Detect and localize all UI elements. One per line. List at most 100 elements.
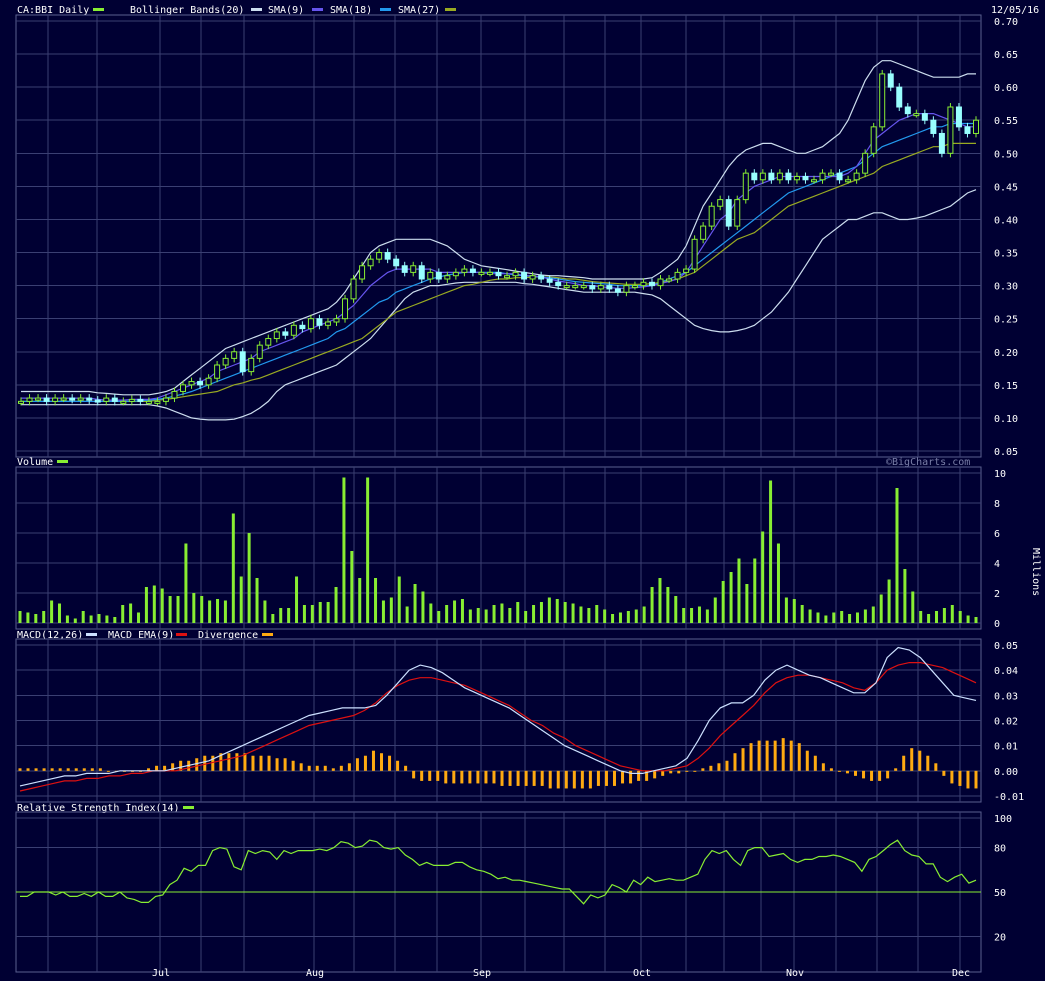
divergence-bar: [299, 763, 303, 771]
candle-body: [77, 397, 84, 401]
volume-bar: [792, 599, 796, 623]
divergence-bar: [797, 743, 801, 771]
divergence-bar: [259, 755, 263, 771]
divergence-bar: [211, 755, 215, 771]
candle-body: [504, 275, 511, 279]
candle-body: [111, 397, 118, 402]
volume-bar: [358, 578, 362, 623]
divergence-bar: [926, 755, 930, 771]
volume-swatch: [57, 460, 68, 463]
divergence-bar: [878, 770, 882, 781]
volume-bar: [208, 600, 212, 623]
candle-body: [768, 172, 775, 181]
divergence-bar: [853, 770, 857, 776]
candle-body: [529, 275, 536, 280]
sma18-swatch: [380, 8, 391, 11]
candle-body: [180, 384, 187, 392]
divergence-bar: [90, 768, 94, 771]
candle-body: [282, 331, 289, 336]
candle-body: [938, 132, 945, 154]
candle-body: [469, 268, 476, 273]
volume-bar: [263, 600, 267, 623]
candle-body: [751, 172, 758, 181]
candle-body: [512, 271, 519, 277]
volume-bar: [271, 614, 275, 623]
candle-body: [273, 331, 280, 340]
volume-bar: [571, 603, 575, 623]
volume-bar: [176, 596, 180, 623]
candle-body: [401, 265, 408, 273]
candle-body: [887, 73, 894, 88]
divergence-bar: [942, 770, 946, 776]
volume-bar: [547, 597, 551, 623]
divergence-bar: [974, 770, 978, 789]
candle-body: [333, 318, 340, 323]
volume-bar: [903, 569, 907, 623]
volume-bar: [895, 488, 899, 623]
divergence-bar: [460, 770, 464, 784]
volume-bar: [397, 576, 401, 623]
volume-bar: [73, 618, 77, 623]
divergence-bar: [339, 765, 343, 771]
price-legend: CA:BBI Daily Bollinger Bands(20) SMA(9) …: [17, 5, 1039, 16]
volume-bar: [366, 477, 370, 623]
volume-bar: [911, 591, 915, 623]
divergence-bar: [725, 760, 729, 771]
divergence-bar: [444, 770, 448, 784]
divergence-bar: [548, 770, 552, 789]
candle-body: [461, 268, 468, 273]
macd-ema-line: [19, 661, 977, 792]
divergence-bar: [82, 768, 86, 771]
divergence-bar: [508, 770, 512, 786]
candle-body: [606, 285, 613, 290]
divergence-bar: [685, 770, 689, 772]
x-tick-label: Oct: [633, 968, 651, 979]
candle-body: [546, 278, 553, 283]
y-tick-label: 0.05: [994, 447, 1018, 458]
candle-body: [435, 271, 442, 280]
candle-body: [418, 265, 425, 280]
volume-bar: [666, 587, 670, 623]
y-tick-label: 0.60: [994, 83, 1018, 94]
rsi-label: Relative Strength Index(14): [17, 803, 180, 814]
candle-body: [521, 271, 528, 280]
divergence-bar: [283, 758, 287, 771]
volume-unit-label: Millions: [1030, 548, 1041, 596]
candle-body: [785, 172, 792, 181]
divergence-bar: [420, 770, 424, 781]
divergence-bar: [163, 765, 167, 771]
volume-bar: [784, 597, 788, 623]
volume-bar: [832, 612, 836, 623]
volume-bar: [89, 615, 93, 623]
divergence-bar: [524, 770, 528, 786]
candle-body: [359, 265, 366, 280]
candle-body: [853, 172, 860, 181]
y-tick-label: 0.04: [994, 666, 1018, 677]
volume-bar: [555, 599, 559, 623]
divergence-bar: [396, 760, 400, 771]
volume-bar: [721, 581, 725, 623]
candle-body: [86, 397, 93, 401]
candle-body: [26, 397, 33, 402]
y-tick-label: 0.35: [994, 249, 1018, 260]
candle-body: [197, 381, 204, 386]
candle-body: [478, 271, 485, 275]
volume-legend: Volume ©BigCharts.com Millions: [17, 457, 1041, 596]
divergence-bar: [436, 770, 440, 781]
volume-bar: [97, 614, 101, 623]
watermark: ©BigCharts.com: [886, 457, 970, 468]
volume-bar: [611, 614, 615, 623]
volume-bar: [539, 602, 543, 623]
y-tick-label: 10: [994, 469, 1006, 480]
divergence-bar: [251, 755, 255, 771]
candle-body: [52, 397, 59, 402]
volume-bar: [745, 584, 749, 623]
divergence-bar: [572, 770, 576, 789]
volume-bar: [713, 597, 717, 623]
candle-body: [495, 271, 502, 277]
divergence-bar: [621, 770, 625, 784]
divergence-bar: [227, 753, 231, 771]
y-tick-label: 0.50: [994, 149, 1018, 160]
divergence-bar: [243, 753, 247, 771]
volume-bar: [682, 608, 686, 623]
